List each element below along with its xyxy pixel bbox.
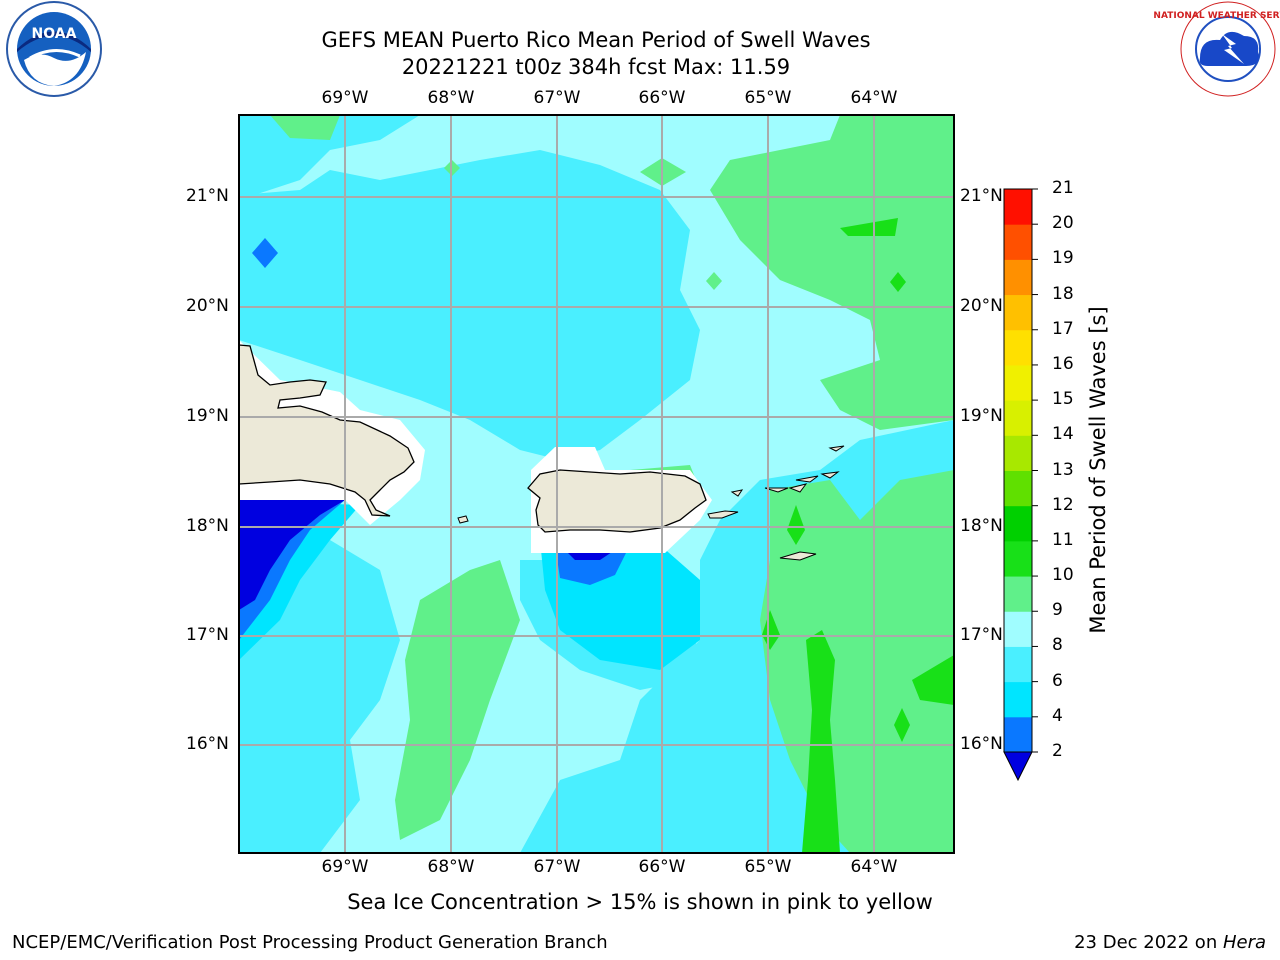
colorbar-segment [1004,364,1032,401]
colorbar-tick-label: 14 [1052,424,1074,445]
footer-date: 23 Dec 2022 on Hera [1074,932,1266,953]
lon-label-bottom: 66°W [638,857,686,877]
island-st-croix [779,551,817,561]
colorbar-tick-label: 21 [1052,178,1074,198]
nws-logo: NATIONAL WEATHER SERVICE [1153,1,1280,97]
colorbar-extend-triangle [1003,751,1033,782]
footer-credit: NCEP/EMC/Verification Post Processing Pr… [12,932,608,953]
lat-label-left: 20°N [186,296,229,316]
lon-label-top: 69°W [321,88,369,108]
colorbar-tick-label: 4 [1052,705,1063,726]
map-field [239,115,954,853]
colorbar-segment [1004,435,1032,471]
lat-label-left: 21°N [186,186,229,206]
lat-label-right: 17°N [960,625,1003,645]
swell-field-green-dot-3 [706,272,722,290]
swell-field-green-east [710,115,954,430]
lat-label-left: 19°N [186,406,229,426]
graticule [239,115,954,853]
lat-label-right: 20°N [960,296,1003,316]
colorbar-segment [1004,646,1032,683]
colorbar-tick-label: 10 [1052,565,1074,586]
colorbar-segment [1004,611,1032,647]
colorbar-segment [1004,505,1032,542]
island-vieques [707,510,739,519]
colorbar [1003,188,1038,782]
colorbar-tick-label: 15 [1052,389,1074,410]
swell-field-green-strong-4 [787,505,805,545]
colorbar-tick-label: 12 [1052,494,1074,515]
lat-label-left: 16°N [186,734,229,754]
lon-label-top: 64°W [850,88,898,108]
colorbar-segment [1004,400,1032,436]
lon-label-bottom: 65°W [744,857,792,877]
lat-label-right: 21°N [960,186,1003,206]
colorbar-segment [1004,294,1032,331]
swell-field-green-southeast [760,470,954,853]
swell-field-green-strong-3 [840,218,898,236]
swell-field-lcyan-west [239,150,700,460]
island-st-john [788,483,808,493]
colorbar-tick-label: 18 [1052,283,1074,304]
footer-machine: Hera [1222,932,1266,953]
colorbar-tick-label: 9 [1052,600,1063,621]
colorbar-tick-label: 8 [1052,635,1063,656]
colorbar-segment [1004,540,1032,577]
lat-label-right: 18°N [960,516,1003,536]
swell-field-green-strong-5 [762,610,780,650]
colorbar-tick-label: 16 [1052,353,1074,374]
lon-label-top: 67°W [533,88,581,108]
colorbar-segment [1004,329,1032,366]
lat-label-left: 17°N [186,625,229,645]
colorbar-tick-label: 13 [1052,459,1074,480]
colorbar-segment [1004,716,1032,753]
colorbar-segment [1004,470,1032,507]
land-hispaniola [239,344,415,517]
map-frame [238,114,955,854]
swell-field-green-strong-7 [894,708,910,742]
lat-label-right: 16°N [960,734,1003,754]
swell-field-green-north [270,115,340,140]
lat-label-left: 18°N [186,516,229,536]
colorbar-tick-label: 11 [1052,529,1074,550]
island-mona [457,515,469,524]
island-virgin-gorda [820,471,840,479]
colorbar-segment [1004,224,1032,260]
colorbar-tick-label: 19 [1052,248,1074,269]
lon-label-top: 66°W [638,88,686,108]
lon-label-bottom: 69°W [321,857,369,877]
colorbar-segment [1004,681,1032,718]
swell-field-green-strong-6 [890,272,906,292]
island-anegada [828,445,845,452]
swell-field-green-strong-1 [802,630,840,853]
nws-logo-text: NATIONAL WEATHER SERVICE [1153,11,1280,21]
swell-field-green-south [395,560,520,840]
chart-subtitle: 20221221 t00z 384h fcst Max: 11.59 [401,55,791,79]
lon-label-bottom: 67°W [533,857,581,877]
island-culebra [730,489,744,497]
lon-label-bottom: 64°W [850,857,898,877]
chart-title: GEFS MEAN Puerto Rico Mean Period of Swe… [321,28,871,52]
lon-label-top: 65°W [744,88,792,108]
colorbar-title: Mean Period of Swell Waves [s] [1086,306,1110,634]
footer-date-text: 23 Dec 2022 on [1074,932,1223,953]
lon-label-top: 68°W [427,88,475,108]
colorbar-segment [1004,189,1032,225]
colorbar-tick-label: 2 [1052,741,1063,761]
colorbar-tick-label: 6 [1052,670,1063,691]
swell-field-blue-spot [252,238,278,268]
island-st-thomas [764,487,789,493]
swell-field-green-strong-2 [912,655,954,705]
sea-ice-note: Sea Ice Concentration > 15% is shown in … [347,890,933,914]
lat-label-right: 19°N [960,406,1003,426]
island-tortola [795,475,819,483]
colorbar-segment [1004,576,1032,612]
lon-label-bottom: 68°W [427,857,475,877]
colorbar-segment [1004,259,1032,296]
colorbar-tick-label: 17 [1052,318,1074,339]
colorbar-tick-label: 20 [1052,213,1074,234]
noaa-logo-text: NOAA [32,26,77,42]
noaa-logo: NOAA [6,1,102,97]
